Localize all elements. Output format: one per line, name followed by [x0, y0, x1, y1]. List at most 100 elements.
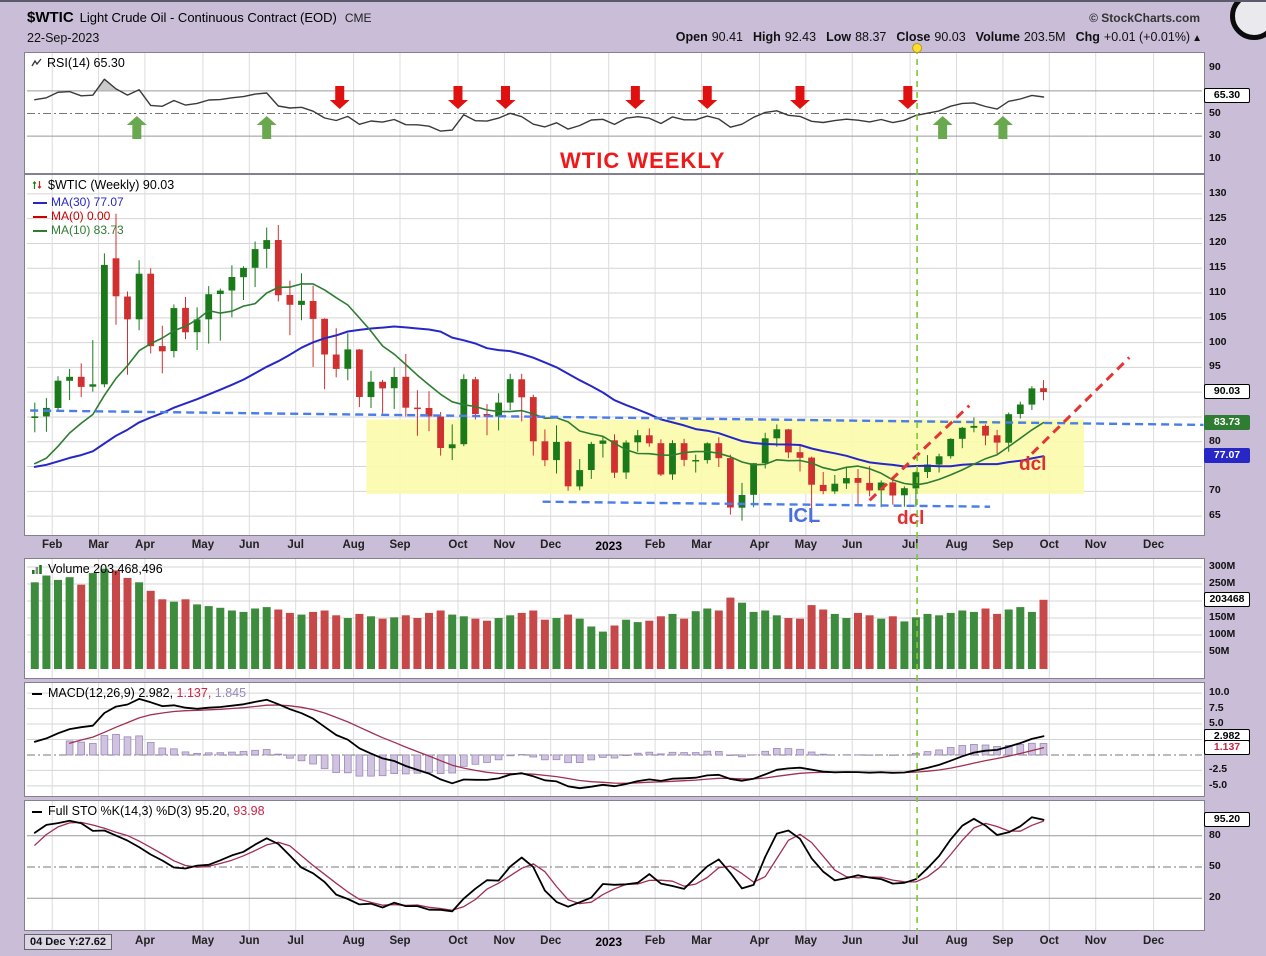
value-flag-badge: 95.20 [1204, 812, 1250, 827]
sell-signal-arrow-icon [625, 86, 645, 109]
buy-signal-arrow-icon [993, 116, 1013, 139]
axis-tick-label: 30 [1209, 129, 1221, 141]
indicator-label-part: 95.20, [195, 804, 233, 818]
x-axis-month-label: Aug [342, 539, 364, 551]
quote-label: Low [826, 30, 851, 44]
axis-tick-label: 50 [1209, 860, 1221, 872]
quote-label: High [753, 30, 781, 44]
sell-signal-arrow-icon [330, 86, 350, 109]
axis-tick-label: 7.5 [1209, 702, 1224, 714]
sto-plot [25, 801, 1204, 930]
sto-line-icon [31, 806, 43, 817]
x-axis-month-label: Dec [1143, 539, 1164, 551]
price-label-row: $WTIC (Weekly) 90.03 [31, 178, 174, 192]
x-axis-month-label: May [795, 935, 817, 947]
x-axis-month-label: Mar [88, 539, 108, 551]
ma-legend-text: MA(0) 0.00 [51, 209, 110, 223]
macd-label-row: MACD(12,26,9) 2.982, 1.137, 1.845 [31, 686, 246, 700]
sell-signal-arrow-icon [790, 86, 810, 109]
quote-label: Close [896, 30, 930, 44]
indicator-label-part: 93.98 [233, 804, 264, 818]
indicator-label-part: MACD(12,26,9) [48, 686, 138, 700]
volume-label: Volume 203,468,496 [48, 562, 163, 576]
ma-legend-text: MA(10) 83.73 [51, 223, 124, 237]
sto-label-row: Full STO %K(14,3) %D(3) 95.20, 93.98 [31, 804, 265, 818]
rsi-label-row: RSI(14) 65.30 [31, 56, 125, 70]
value-flag-badge: 2.982 [1204, 729, 1250, 744]
x-axis-month-label: Jul [287, 539, 304, 551]
volume-label-row: Volume 203,468,496 [31, 562, 163, 576]
axis-tick-label: 80 [1209, 435, 1221, 447]
x-axis-month-label: Nov [1085, 539, 1107, 551]
indicator-label-part: 2.982, [138, 686, 176, 700]
quote-label: Chg [1076, 30, 1100, 44]
x-axis-month-label: Feb [42, 539, 62, 551]
stockcharts-copyright-link[interactable]: © StockCharts.com [1089, 11, 1200, 25]
chart-date: 22-Sep-2023 [27, 31, 99, 45]
rsi-label: RSI(14) 65.30 [47, 56, 125, 70]
ma-line-swatch-icon [33, 202, 47, 204]
macd-panel: MACD(12,26,9) 2.982, 1.137, 1.845 [24, 682, 1205, 797]
macd-label: MACD(12,26,9) 2.982, 1.137, 1.845 [48, 686, 246, 700]
sell-signal-arrow-icon [448, 86, 468, 109]
quote-label: Volume [976, 30, 1020, 44]
axis-tick-label: 300M [1209, 560, 1235, 572]
exchange: CME [345, 11, 372, 25]
price-label: $WTIC (Weekly) 90.03 [48, 178, 174, 192]
indicator-label-part: 1.137, [177, 686, 215, 700]
axis-tick-label: 50M [1209, 645, 1229, 657]
x-axis-month-label: Mar [691, 935, 711, 947]
x-axis-month-label: Oct [448, 539, 467, 551]
x-axis-month-label: May [192, 539, 214, 551]
volume-bars-icon [31, 564, 43, 575]
x-axis-month-label: Oct [1040, 539, 1059, 551]
axis-tick-label: 105 [1209, 311, 1227, 323]
axis-tick-label: 50 [1209, 107, 1221, 119]
quote-value: +0.01 (+0.01%) [1104, 30, 1190, 44]
x-axis-month-label: Jun [842, 539, 862, 551]
macd-line-icon [31, 688, 43, 699]
x-axis-month-label: May [192, 935, 214, 947]
volume-plot [25, 559, 1204, 678]
x-axis-month-label: Dec [540, 935, 561, 947]
value-flag-badge: 1.137 [1204, 740, 1250, 755]
x-axis-month-label: Apr [750, 935, 770, 947]
rsi-panel: WTIC WEEKLY RSI(14) 65.30 [24, 52, 1205, 174]
sell-signal-arrow-icon [898, 86, 918, 109]
axis-tick-label: 10 [1209, 152, 1221, 164]
value-flag-badge: 203468 [1204, 592, 1250, 607]
x-axis-month-label: Nov [493, 935, 515, 947]
axis-tick-label: 65 [1209, 509, 1221, 521]
axis-tick-label: 125 [1209, 212, 1227, 224]
x-axis-month-label: 2023 [595, 935, 622, 949]
candlestick-icon [31, 179, 43, 191]
dcl-annotation: dcl [1019, 454, 1046, 475]
chart-title: Light Crude Oil - Continuous Contract (E… [80, 10, 337, 25]
ma-legend-text: MA(30) 77.07 [51, 195, 124, 209]
crosshair-readout: 04 Dec Y:27.62 [24, 934, 112, 950]
axis-tick-label: 100 [1209, 336, 1227, 348]
axis-tick-label: 100M [1209, 628, 1235, 640]
value-flag-badge: 90.03 [1204, 384, 1250, 399]
x-axis-month-label: Nov [1085, 935, 1107, 947]
x-axis-month-label: Dec [1143, 935, 1164, 947]
x-axis-month-label: Apr [135, 935, 155, 947]
axis-tick-label: 70 [1209, 484, 1221, 496]
corner-widget[interactable] [1230, 0, 1266, 40]
axis-tick-label: 80 [1209, 829, 1221, 841]
axis-tick-label: 20 [1209, 891, 1221, 903]
ma-legend-item: MA(0) 0.00 [33, 209, 124, 223]
x-axis-month-label: Jun [239, 935, 259, 947]
sell-signal-arrow-icon [697, 86, 717, 109]
sto-label: Full STO %K(14,3) %D(3) 95.20, 93.98 [48, 804, 265, 818]
yellow-consolidation-zone [366, 420, 1084, 494]
x-axis-month-label: Jun [239, 539, 259, 551]
change-up-arrow-icon: ▲ [1192, 33, 1202, 44]
x-axis-month-label: Feb [645, 539, 665, 551]
x-axis-month-label: Aug [342, 935, 364, 947]
ma-line-swatch-icon [33, 230, 47, 232]
